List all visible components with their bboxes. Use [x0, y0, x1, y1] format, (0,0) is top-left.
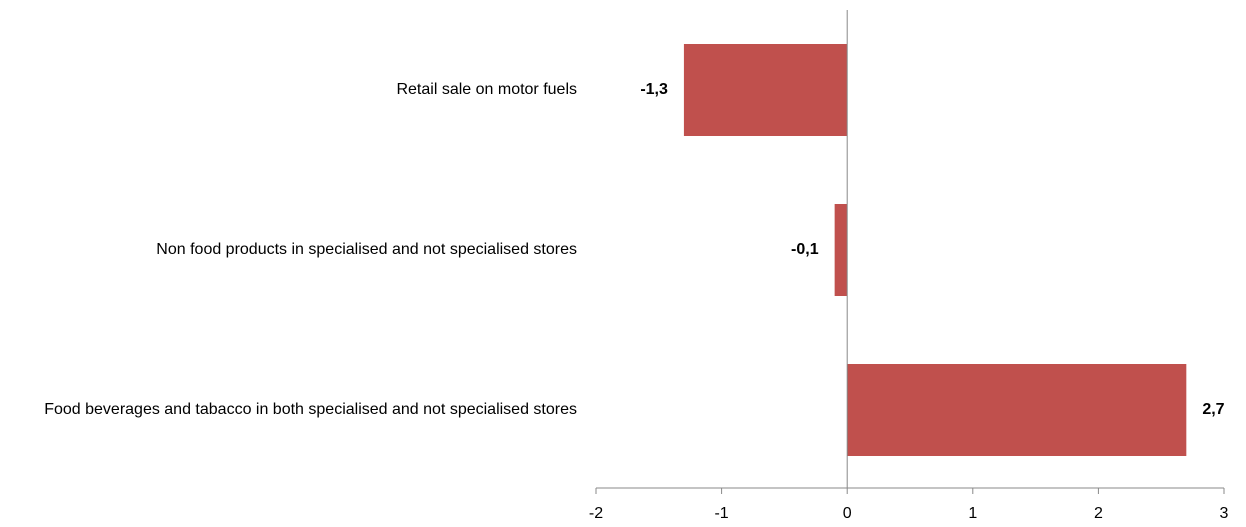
value-label: 2,7	[1202, 401, 1224, 418]
category-label-box: Non food products in specialised and not…	[0, 170, 577, 330]
value-label: -1,3	[640, 81, 668, 98]
bar	[847, 364, 1187, 456]
category-label: Retail sale on motor fuels	[396, 81, 577, 98]
bar	[683, 44, 848, 136]
x-tick-label: 1	[968, 505, 977, 522]
x-tick-label: -2	[589, 505, 603, 522]
category-label: Food beverages and tabacco in both speci…	[44, 401, 577, 418]
x-tick-label: 0	[843, 505, 852, 522]
x-tick-label: 3	[1220, 505, 1229, 522]
x-tick-label: 2	[1094, 505, 1103, 522]
category-label-box: Food beverages and tabacco in both speci…	[0, 330, 577, 490]
category-label: Non food products in specialised and not…	[156, 241, 577, 258]
value-label: -0,1	[791, 241, 819, 258]
category-label-box: Retail sale on motor fuels	[0, 10, 577, 170]
bar	[834, 204, 848, 296]
x-tick-label: -1	[714, 505, 728, 522]
